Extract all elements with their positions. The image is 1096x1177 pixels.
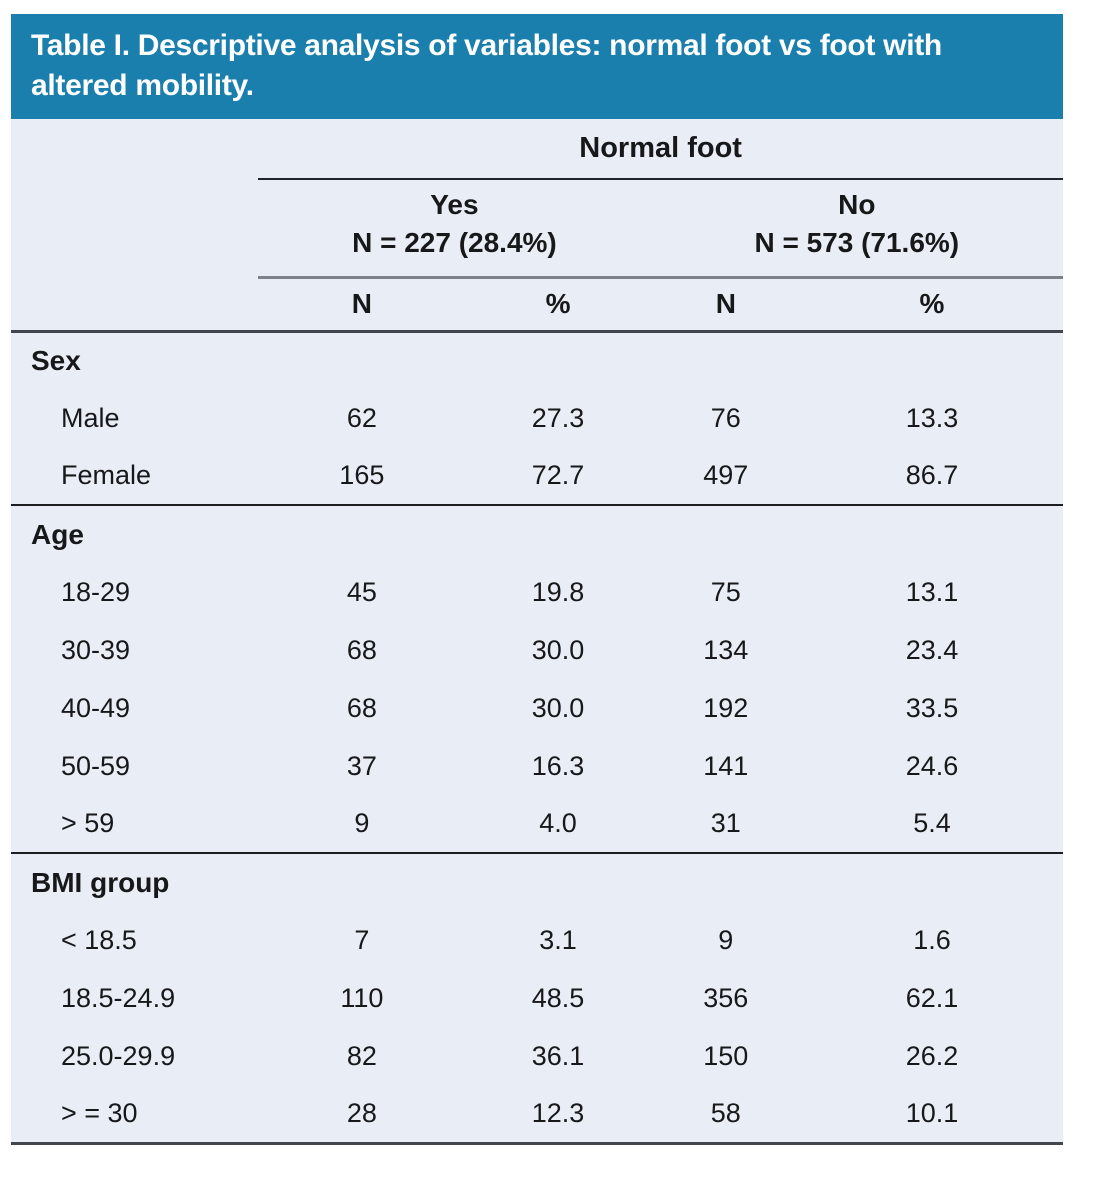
- cell-value: 356: [703, 982, 749, 1013]
- table-row: 40-49 68 30.0 192 33.5: [11, 679, 1063, 737]
- cell-value: 16.3: [531, 750, 585, 781]
- cell-value: 76: [710, 402, 741, 433]
- cell-value: 27.3: [531, 402, 585, 433]
- cell-value: 13.3: [905, 402, 959, 433]
- blank-cell: [11, 119, 258, 179]
- cell-value: 150: [703, 1040, 749, 1071]
- col-header-n-no: N: [650, 277, 802, 333]
- subgroup-no-label: No: [838, 188, 876, 220]
- cell-value: 37: [346, 750, 377, 781]
- cell-value: 45: [346, 576, 377, 607]
- subgroup-yes-cell: Yes N = 227 (28.4%): [258, 179, 651, 279]
- cell-value: 31: [710, 808, 741, 838]
- blank-cell: [11, 179, 258, 277]
- table-row: < 18.5 7 3.1 9 1.6: [11, 911, 1063, 969]
- cell-value: 23.4: [905, 634, 959, 665]
- cell-value: 134: [703, 634, 749, 665]
- cell-value: 497: [703, 460, 749, 490]
- group-header-row: Normal foot: [11, 119, 1063, 180]
- cell-value: 24.6: [905, 750, 959, 781]
- row-label: 40-49: [61, 692, 131, 723]
- table-sheet: Table I. Descriptive analysis of variabl…: [11, 14, 1063, 1145]
- cell-value: 48.5: [531, 982, 585, 1013]
- row-label: < 18.5: [61, 924, 137, 955]
- subgroup-no-count: N = 573 (71.6%): [754, 226, 960, 258]
- section-header-row: BMI group: [11, 852, 1063, 911]
- col-header-n-yes: N: [258, 277, 466, 333]
- col-header-pct-yes: %: [465, 277, 651, 333]
- cell-value: 5.4: [913, 808, 951, 838]
- row-label: Male: [61, 402, 120, 433]
- section-age: Age 18-29 45 19.8 75 13.1 30-39 68 30.0 …: [11, 504, 1063, 853]
- col-header-pct-no: %: [801, 277, 1063, 333]
- section-header: Sex: [11, 330, 1063, 389]
- cell-value: 62: [346, 402, 377, 433]
- cell-value: 68: [346, 634, 377, 665]
- table-title-bar: Table I. Descriptive analysis of variabl…: [11, 14, 1063, 119]
- subgroup-no-cell: No N = 573 (71.6%): [650, 179, 1063, 279]
- table-row: 18-29 45 19.8 75 13.1: [11, 563, 1063, 621]
- cell-value: 12.3: [465, 1085, 651, 1145]
- cell-value: 192: [703, 692, 749, 723]
- cell-value: 26.2: [905, 1040, 959, 1071]
- group-header-cell: Normal foot: [258, 119, 1063, 180]
- row-label: > 59: [61, 808, 115, 838]
- subgroup-yes-label: Yes: [430, 188, 479, 220]
- table-row: > 59 9 4.0 31 5.4: [11, 795, 1063, 853]
- cell-value: 36.1: [531, 1040, 585, 1071]
- table-row: 50-59 37 16.3 141 24.6: [11, 737, 1063, 795]
- cell-value: 9: [718, 924, 734, 955]
- cell-value: 30.0: [531, 634, 585, 665]
- cell-value: 7: [354, 924, 370, 955]
- cell-value: 1.6: [913, 924, 951, 955]
- cell-value: 10.1: [801, 1085, 1063, 1145]
- cell-value: 58: [650, 1085, 802, 1145]
- cell-value: 19.8: [531, 576, 585, 607]
- row-label: > = 30: [11, 1085, 259, 1145]
- blank-cell: [11, 277, 259, 333]
- table-row: > = 30 28 12.3 58 10.1: [11, 1085, 1063, 1145]
- section-header-row: Age: [11, 504, 1063, 563]
- table-row: Female 165 72.7 497 86.7: [11, 447, 1063, 505]
- table-title: Table I. Descriptive analysis of variabl…: [31, 29, 942, 102]
- subgroup-yes-count: N = 227 (28.4%): [352, 226, 557, 258]
- section-bmi: BMI group < 18.5 7 3.1 9 1.6 18.5-24.9 1…: [11, 852, 1063, 1145]
- cell-value: 30.0: [531, 692, 585, 723]
- cell-value: 75: [710, 576, 741, 607]
- row-label: 50-59: [61, 750, 131, 781]
- table-row: 30-39 68 30.0 134 23.4: [11, 621, 1063, 679]
- cell-value: 33.5: [905, 692, 959, 723]
- row-label: 18.5-24.9: [61, 982, 176, 1013]
- cell-value: 86.7: [905, 460, 959, 490]
- descriptive-table: Normal foot Yes N = 227 (28.4%) No N = 5…: [11, 119, 1063, 1145]
- row-label: 25.0-29.9: [61, 1040, 176, 1071]
- section-sex: Sex Male 62 27.3 76 13.3 Female 165 72.7…: [11, 330, 1063, 505]
- row-label: 18-29: [61, 576, 131, 607]
- table-row: Male 62 27.3 76 13.3: [11, 389, 1063, 447]
- cell-value: 82: [346, 1040, 377, 1071]
- cell-value: 13.1: [905, 576, 959, 607]
- table-row: 25.0-29.9 82 36.1 150 26.2: [11, 1027, 1063, 1085]
- column-header-row: N % N %: [11, 277, 1063, 333]
- section-header: Age: [11, 504, 1063, 563]
- cell-value: 141: [703, 750, 749, 781]
- table-row: 18.5-24.9 110 48.5 356 62.1: [11, 969, 1063, 1027]
- cell-value: 62.1: [905, 982, 959, 1013]
- cell-value: 68: [346, 692, 377, 723]
- section-header-row: Sex: [11, 330, 1063, 389]
- section-header: BMI group: [11, 852, 1063, 911]
- cell-value: 28: [258, 1085, 466, 1145]
- cell-value: 3.1: [539, 924, 577, 955]
- cell-value: 165: [339, 460, 385, 490]
- cell-value: 72.7: [531, 460, 585, 490]
- cell-value: 110: [340, 982, 384, 1013]
- row-label: Female: [61, 460, 152, 490]
- subgroup-header-row: Yes N = 227 (28.4%) No N = 573 (71.6%): [11, 179, 1063, 279]
- cell-value: 4.0: [539, 808, 577, 838]
- row-label: 30-39: [61, 634, 131, 665]
- cell-value: 9: [354, 808, 370, 838]
